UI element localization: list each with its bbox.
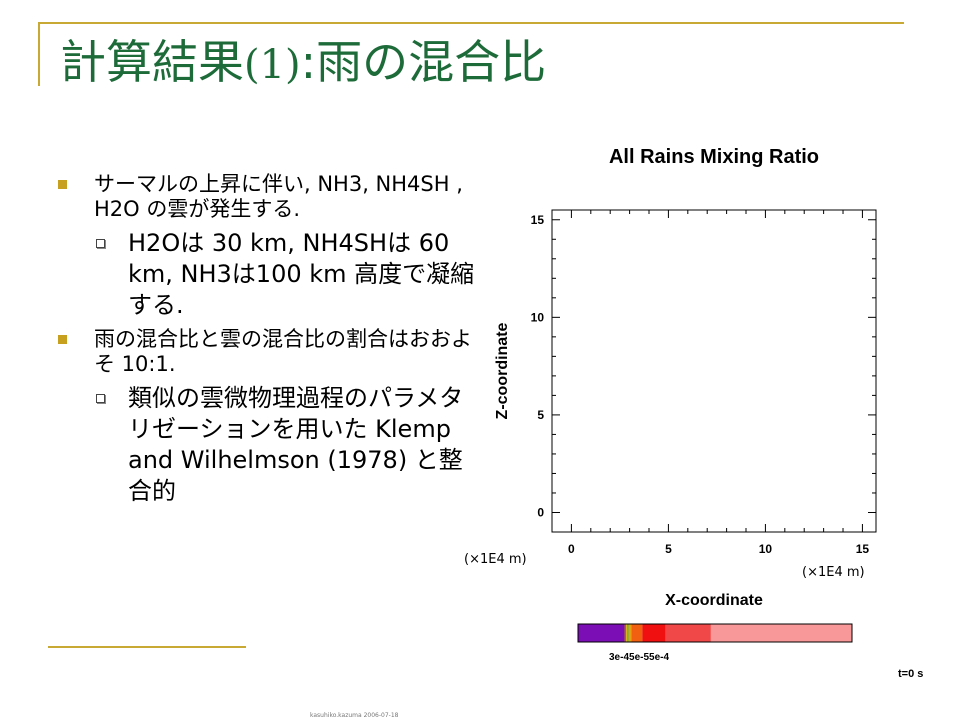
hollow-square-bullet-icon: [96, 239, 105, 248]
square-bullet-icon: [58, 335, 67, 344]
x-tick-label: 5: [665, 542, 672, 556]
colorbar-frame: [577, 623, 853, 643]
bullet-item: サーマルの上昇に伴い, NH3, NH4SH , H2O の雲が発生する.: [58, 172, 478, 222]
colorbar-label: 3e-45e-55e-4: [609, 652, 669, 663]
bottom-rule: [48, 646, 246, 648]
hollow-square-bullet-icon: [96, 394, 105, 403]
y-tick-label: 15: [531, 213, 545, 227]
title-paren: (1): [244, 42, 301, 88]
sub-bullet-text: H2Oは 30 km, NH4SHは 60 km, NH3は100 km 高度で…: [128, 229, 475, 319]
x-axis-label: X-coordinate: [665, 592, 763, 609]
title-main: 計算結果: [60, 35, 244, 89]
colorbar-segment: [665, 624, 711, 642]
bullet-item: 雨の混合比と雲の混合比の割合はおおよそ 10:1.: [58, 327, 478, 377]
chart-title: All Rains Mixing Ratio: [609, 146, 819, 168]
y-tick-label: 0: [537, 505, 544, 519]
colorbar-segment: [627, 624, 629, 642]
footer-note: kasuhiko.kazuma 2006-07-18: [310, 712, 399, 719]
title-colon: :: [300, 35, 317, 89]
title-rule-top: [38, 22, 904, 24]
slide-title: 計算結果(1):雨の混合比: [60, 32, 546, 95]
time-label: t=0 s: [898, 668, 923, 680]
colorbar-segment: [625, 624, 628, 642]
bullet-list: サーマルの上昇に伴い, NH3, NH4SH , H2O の雲が発生する. H2…: [58, 172, 478, 513]
sub-bullet-item: H2Oは 30 km, NH4SHは 60 km, NH3は100 km 高度で…: [58, 228, 478, 321]
x-tick-label: 10: [759, 542, 773, 556]
y-tick-label: 5: [537, 408, 544, 422]
colorbar-segment: [631, 624, 643, 642]
y-axis-label: Z-coordinate: [494, 322, 511, 419]
bullet-text: サーマルの上昇に伴い, NH3, NH4SH , H2O の雲が発生する.: [94, 172, 463, 221]
plot-frame: [551, 209, 877, 533]
sub-bullet-text: 類似の雲微物理過程のパラメタリゼーションを用いた Klemp and Wilhe…: [128, 384, 464, 505]
title-rule-left: [38, 22, 40, 86]
colorbar-segment: [642, 624, 666, 642]
square-bullet-icon: [58, 180, 67, 189]
x-unit-label: (×1E4 m): [802, 565, 865, 580]
y-tick-label: 10: [531, 310, 545, 324]
colorbar-segment: [624, 624, 626, 642]
colorbar-segment: [628, 624, 632, 642]
colorbar-segment: [710, 624, 852, 642]
x-tick-label: 0: [568, 542, 575, 556]
bullet-text: 雨の混合比と雲の混合比の割合はおおよそ 10:1.: [94, 327, 472, 376]
colorbar-segment: [578, 624, 625, 642]
x-tick-label: 15: [856, 542, 870, 556]
title-rest: 雨の混合比: [316, 35, 547, 89]
y-unit-label: (×1E4 m): [464, 552, 527, 567]
sub-bullet-item: 類似の雲微物理過程のパラメタリゼーションを用いた Klemp and Wilhe…: [58, 383, 478, 507]
